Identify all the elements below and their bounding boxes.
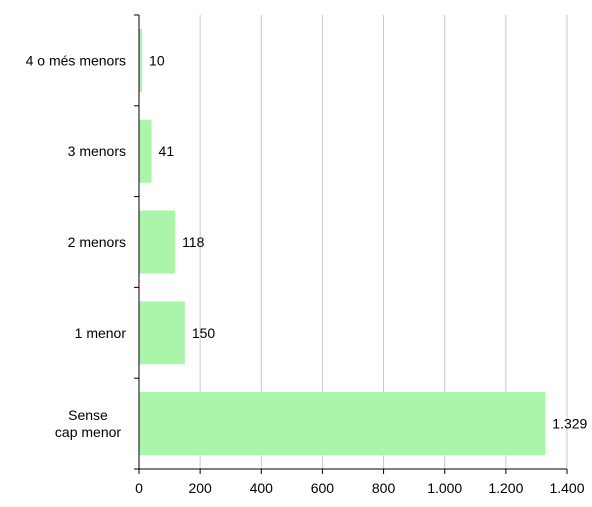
labels: 0 200 400 600 800 1.000 1.200 1.400 10 4 o més me… [26,52,588,496]
category-label: Sense cap menor [55,407,121,440]
x-tick-label: 400 [250,480,274,496]
x-tick-label: 200 [188,480,212,496]
x-tick-label: 1.000 [427,480,462,496]
bar [139,119,152,183]
data-label: 41 [159,143,175,159]
axes [134,14,568,474]
bar [139,392,546,456]
x-tick-label: 600 [311,480,335,496]
grid-lines [199,15,568,469]
data-label: 118 [182,234,205,250]
data-label: 150 [192,325,216,341]
category-label: 1 menor [75,325,127,341]
x-tick-label: 1.200 [488,480,523,496]
x-tick-label: 0 [135,480,143,496]
category-label: 3 menors [68,143,126,159]
bar [139,301,185,365]
bar [139,210,176,274]
category-label: 2 menors [68,234,126,250]
data-label: 1.329 [552,416,587,432]
category-label: 4 o més menors [26,52,126,68]
x-tick-label: 1.400 [549,480,584,496]
x-tick-label: 800 [372,480,396,496]
data-label: 10 [149,52,165,68]
bars [139,28,546,456]
bar [139,28,143,92]
